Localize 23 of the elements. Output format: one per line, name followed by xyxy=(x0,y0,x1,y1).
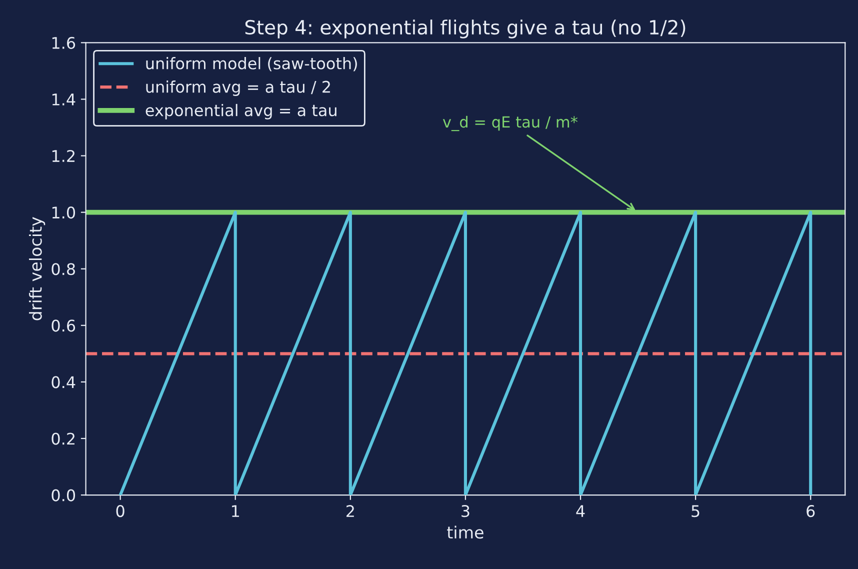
legend-label: uniform model (saw-tooth) xyxy=(146,57,357,72)
chart-title: Step 4: exponential flights give a tau (no 1/2) xyxy=(245,20,686,38)
x-axis-title: time xyxy=(447,526,484,539)
x-tick-label: 3 xyxy=(462,505,470,518)
y-axis-title: drift velocity xyxy=(28,217,46,320)
x-tick-label: 2 xyxy=(346,505,354,517)
y-tick-label: 1.2 xyxy=(52,150,74,162)
x-tick-label: 0 xyxy=(116,505,124,518)
legend-label: exponential avg = a tau xyxy=(146,104,336,120)
legend-label: uniform avg = a tau / 2 xyxy=(146,80,330,96)
y-tick-label: 0.6 xyxy=(52,320,76,332)
annotation: v_d = qE tau / m* xyxy=(442,116,578,132)
y-tick-label: 1.6 xyxy=(52,36,76,49)
y-tick-label: 1.4 xyxy=(52,94,76,106)
x-tick-label: 5 xyxy=(692,505,700,518)
y-tick-label: 0.8 xyxy=(52,263,75,276)
x-tick-label: 6 xyxy=(806,505,815,518)
y-tick-label: 1.0 xyxy=(52,206,76,219)
y-tick-label: 0.0 xyxy=(52,489,76,502)
x-tick-label: 4 xyxy=(576,505,585,517)
y-tick-label: 0.4 xyxy=(52,376,76,388)
x-tick-label: 1 xyxy=(232,505,239,517)
y-tick-label: 0.2 xyxy=(52,432,74,445)
